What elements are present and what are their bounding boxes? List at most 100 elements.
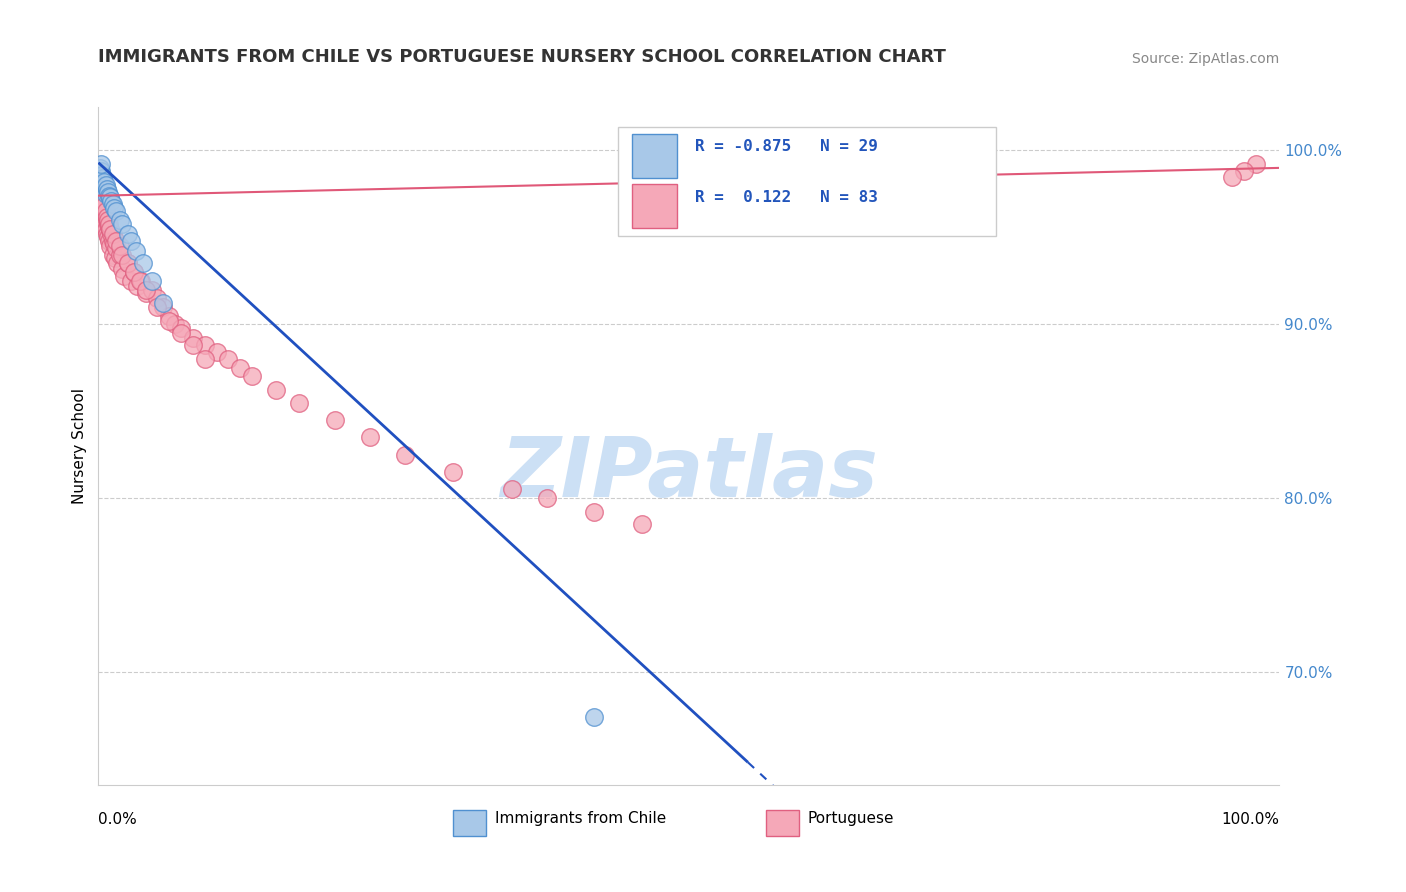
Point — [359, 430, 381, 444]
Point — [96, 182, 118, 196]
Point — [91, 201, 114, 215]
Point — [98, 219, 121, 234]
Point — [121, 234, 143, 248]
Point — [89, 161, 111, 175]
Point — [583, 710, 606, 724]
Point — [264, 384, 287, 398]
Point — [93, 175, 115, 189]
Point — [583, 505, 606, 519]
Point — [91, 208, 114, 222]
Point — [105, 204, 128, 219]
Point — [100, 194, 122, 208]
Point — [96, 227, 118, 241]
FancyBboxPatch shape — [633, 184, 678, 227]
Point — [94, 221, 117, 235]
Point — [194, 352, 217, 367]
Point — [141, 274, 163, 288]
Point — [101, 227, 124, 241]
Point — [100, 227, 122, 241]
Point — [94, 178, 117, 193]
Point — [170, 326, 193, 340]
Point — [94, 208, 117, 222]
Point — [1233, 164, 1256, 178]
Point — [127, 279, 149, 293]
Point — [181, 331, 204, 345]
Point — [146, 291, 169, 305]
Point — [536, 491, 558, 505]
Point — [89, 169, 111, 184]
FancyBboxPatch shape — [766, 810, 799, 836]
FancyBboxPatch shape — [453, 810, 486, 836]
Point — [89, 186, 111, 201]
Point — [93, 199, 115, 213]
Point — [101, 248, 124, 262]
Point — [217, 352, 239, 367]
Point — [125, 244, 148, 259]
Point — [98, 223, 121, 237]
Point — [105, 234, 128, 248]
Point — [96, 210, 118, 224]
Point — [91, 195, 114, 210]
Point — [501, 483, 523, 497]
Y-axis label: Nursery School: Nursery School — [72, 388, 87, 504]
Point — [90, 157, 112, 171]
Point — [132, 256, 155, 270]
Point — [165, 318, 187, 332]
Point — [122, 265, 145, 279]
Point — [135, 286, 157, 301]
Point — [135, 283, 157, 297]
Point — [91, 186, 114, 201]
Point — [112, 268, 135, 283]
Point — [630, 517, 652, 532]
Point — [394, 448, 416, 462]
Point — [111, 217, 134, 231]
Point — [104, 252, 127, 266]
Point — [98, 239, 121, 253]
FancyBboxPatch shape — [619, 128, 995, 235]
Point — [91, 182, 114, 196]
Point — [108, 248, 131, 262]
Point — [91, 195, 114, 210]
Point — [97, 213, 120, 227]
Point — [157, 314, 180, 328]
Text: Immigrants from Chile: Immigrants from Chile — [495, 812, 666, 826]
FancyBboxPatch shape — [633, 134, 678, 178]
Point — [111, 248, 134, 262]
Point — [98, 217, 121, 231]
Point — [91, 213, 114, 227]
Point — [98, 234, 121, 248]
Point — [288, 395, 311, 409]
Point — [240, 369, 263, 384]
Point — [101, 234, 124, 248]
Point — [98, 188, 121, 202]
Point — [90, 173, 112, 187]
Point — [89, 195, 111, 210]
Point — [146, 300, 169, 314]
Point — [1244, 157, 1267, 171]
Point — [181, 338, 204, 352]
Point — [101, 197, 124, 211]
Text: 0.0%: 0.0% — [98, 812, 138, 827]
Text: R = -0.875   N = 29: R = -0.875 N = 29 — [695, 139, 877, 154]
Point — [108, 213, 131, 227]
Point — [98, 190, 121, 204]
Text: ZIPatlas: ZIPatlas — [501, 433, 877, 514]
Point — [141, 283, 163, 297]
Point — [122, 265, 145, 279]
Point — [129, 274, 152, 288]
Point — [98, 221, 121, 235]
Point — [1220, 169, 1243, 184]
Text: R =  0.122   N = 83: R = 0.122 N = 83 — [695, 190, 877, 205]
Text: 100.0%: 100.0% — [1222, 812, 1279, 827]
Point — [97, 185, 120, 199]
Point — [103, 201, 125, 215]
Point — [229, 360, 252, 375]
Point — [90, 164, 112, 178]
Point — [97, 230, 120, 244]
Point — [152, 296, 174, 310]
Point — [117, 227, 139, 241]
Text: Source: ZipAtlas.com: Source: ZipAtlas.com — [1132, 53, 1279, 66]
Text: IMMIGRANTS FROM CHILE VS PORTUGUESE NURSERY SCHOOL CORRELATION CHART: IMMIGRANTS FROM CHILE VS PORTUGUESE NURS… — [98, 48, 946, 66]
Point — [194, 338, 217, 352]
Point — [91, 171, 114, 186]
